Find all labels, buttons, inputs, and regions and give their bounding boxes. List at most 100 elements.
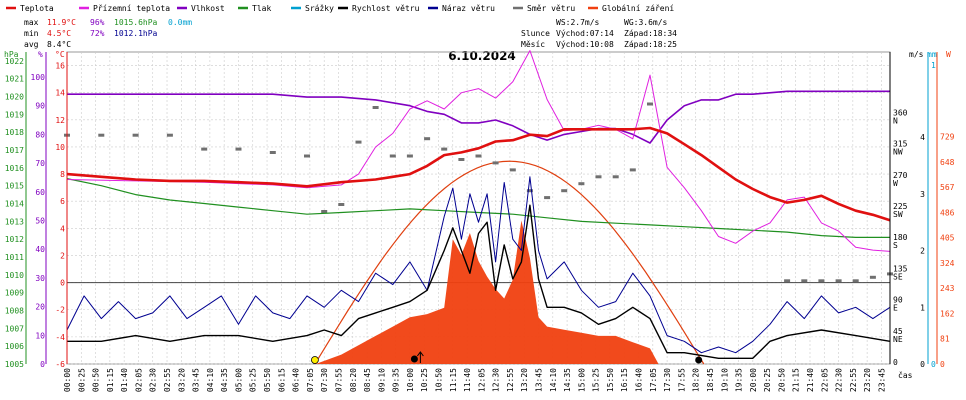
- wind-direction-point: [372, 106, 379, 109]
- left-axes: 1022102110201019101810171016101510141013…: [5, 52, 68, 369]
- x-tick-label: 08:45: [363, 368, 372, 392]
- x-tick-label: 00:25: [77, 368, 86, 392]
- pct-tick-label: 100: [31, 73, 46, 82]
- x-tick-label: 05:50: [263, 368, 272, 392]
- dir-tick-letter: NW: [893, 148, 903, 157]
- x-tick-label: 20:00: [749, 368, 758, 392]
- x-tick-label: 20:50: [777, 368, 786, 392]
- sun-moon-markers: [310, 351, 703, 364]
- celsius-tick-label: 16: [55, 62, 65, 71]
- stats-min-press: 1012.1hPa: [114, 29, 158, 38]
- series-line-tlak: [66, 178, 890, 238]
- celsius-tick-label: -6: [55, 360, 65, 369]
- radiation-layer: [67, 160, 890, 365]
- dir-tick-label: 45: [893, 327, 903, 336]
- series-line-vlhkost: [67, 90, 890, 144]
- wind-direction-point: [424, 137, 431, 141]
- x-tick-label: 11:40: [463, 368, 472, 392]
- wind-direction-point: [647, 102, 653, 106]
- ms-tick-label: 1: [920, 303, 925, 312]
- mm-tick-label: 1: [931, 61, 936, 70]
- celsius-axis-label: °C: [55, 50, 65, 59]
- x-tick-label: 12:55: [506, 368, 515, 392]
- pct-tick-label: 20: [35, 303, 45, 312]
- x-tick-label: 10:00: [406, 368, 415, 392]
- wind-direction-point: [835, 279, 842, 283]
- pct-tick-label: 70: [35, 159, 45, 168]
- wind-direction-point: [441, 147, 448, 151]
- legend: Teplota Přízemní teplota Vlhkost Tlak Srážky…: [6, 4, 674, 13]
- dir-tick-label: 315: [893, 140, 908, 149]
- info-moonset: Západ:18:25: [624, 40, 677, 49]
- legend-label-1: Přízemní teplota: [93, 4, 170, 13]
- pct-tick-label: 30: [35, 274, 45, 283]
- x-tick-label: 12:30: [492, 368, 501, 392]
- x-tick-label: 09:10: [377, 368, 386, 392]
- x-tick-label: 21:15: [792, 368, 801, 392]
- dir-tick-letter: SW: [893, 210, 903, 219]
- wind-direction-point: [612, 175, 619, 179]
- w-tick-label: 81: [940, 335, 950, 344]
- right-axes: 360N315NW270W225SW180S135SE90E45NE043210…: [889, 52, 955, 369]
- x-tick-label: 05:00: [235, 368, 244, 392]
- hpa-tick-label: 1013: [5, 217, 24, 226]
- pct-tick-label: 60: [35, 188, 45, 197]
- wind-direction-point: [818, 279, 825, 283]
- wind-direction-point: [852, 279, 859, 283]
- x-tick-label: 07:05: [306, 368, 315, 392]
- wind-direction-point: [595, 175, 602, 179]
- w-tick-label: 648: [940, 158, 955, 167]
- x-tick-label: 15:25: [592, 368, 601, 392]
- x-tick-label: 09:35: [392, 368, 401, 392]
- info-moonrise: Východ:10:08: [556, 40, 614, 49]
- info-sunset: Západ:18:34: [624, 29, 677, 38]
- stats-min-temp: 4.5°C: [47, 29, 71, 38]
- x-tick-label: 22:05: [820, 368, 829, 392]
- wind-direction-point: [321, 210, 328, 213]
- w-tick-label: 486: [940, 208, 955, 217]
- dir-tick-label: 270: [893, 171, 908, 180]
- x-tick-label: 22:30: [835, 368, 844, 392]
- hpa-tick-label: 1021: [5, 75, 24, 84]
- wind-direction-point: [201, 147, 208, 151]
- hpa-tick-label: 1018: [5, 128, 24, 137]
- celsius-tick-label: 2: [60, 251, 65, 260]
- x-tick-label: 12:05: [477, 368, 486, 392]
- dir-tick-letter: W: [893, 179, 898, 188]
- info-ws: WS:2.7m/s: [556, 18, 600, 27]
- dir-tick-label: 180: [893, 233, 908, 242]
- series-lines: [66, 50, 891, 359]
- hpa-axis-label: hPa: [4, 50, 19, 59]
- dir-tick-label: 135: [893, 264, 908, 273]
- stats-block: max 11.9°C 96% 1015.6hPa 0.0mm min 4.5°C…: [24, 18, 192, 49]
- x-tick-label: 02:30: [149, 368, 158, 392]
- celsius-tick-label: 12: [55, 116, 65, 125]
- legend-label-4: Srážky: [305, 4, 334, 13]
- x-tick-label: 00:50: [92, 368, 101, 392]
- info-moon: Měsíc: [521, 40, 545, 49]
- wind-direction-point: [509, 168, 516, 172]
- x-tick-label: 11:15: [449, 368, 458, 392]
- x-tick-label: 07:55: [335, 368, 344, 392]
- hpa-tick-label: 1005: [5, 360, 24, 369]
- w-tick-label: 567: [940, 183, 955, 192]
- x-tick-label: 03:45: [192, 368, 201, 392]
- x-tick-label: 16:40: [635, 368, 644, 392]
- x-tick-label: 05:25: [249, 368, 258, 392]
- dir-tick-label: 225: [893, 202, 908, 211]
- x-tick-label: 04:10: [206, 368, 215, 392]
- celsius-tick-label: 4: [60, 224, 65, 233]
- pct-tick-label: 10: [35, 331, 45, 340]
- ms-tick-label: 2: [920, 247, 925, 256]
- w-axis-label: W: [946, 50, 951, 59]
- w-tick-label: 729: [940, 133, 955, 142]
- x-tick-label: 01:15: [106, 368, 115, 392]
- hpa-tick-label: 1016: [5, 164, 24, 173]
- legend-label-5: Rychlost větru: [352, 4, 420, 13]
- x-tick-label: 17:30: [663, 368, 672, 392]
- hpa-tick-label: 1012: [5, 235, 24, 244]
- hpa-tick-label: 1014: [5, 200, 24, 209]
- x-tick-label: 17:05: [649, 368, 658, 392]
- x-tick-label: 13:45: [535, 368, 544, 392]
